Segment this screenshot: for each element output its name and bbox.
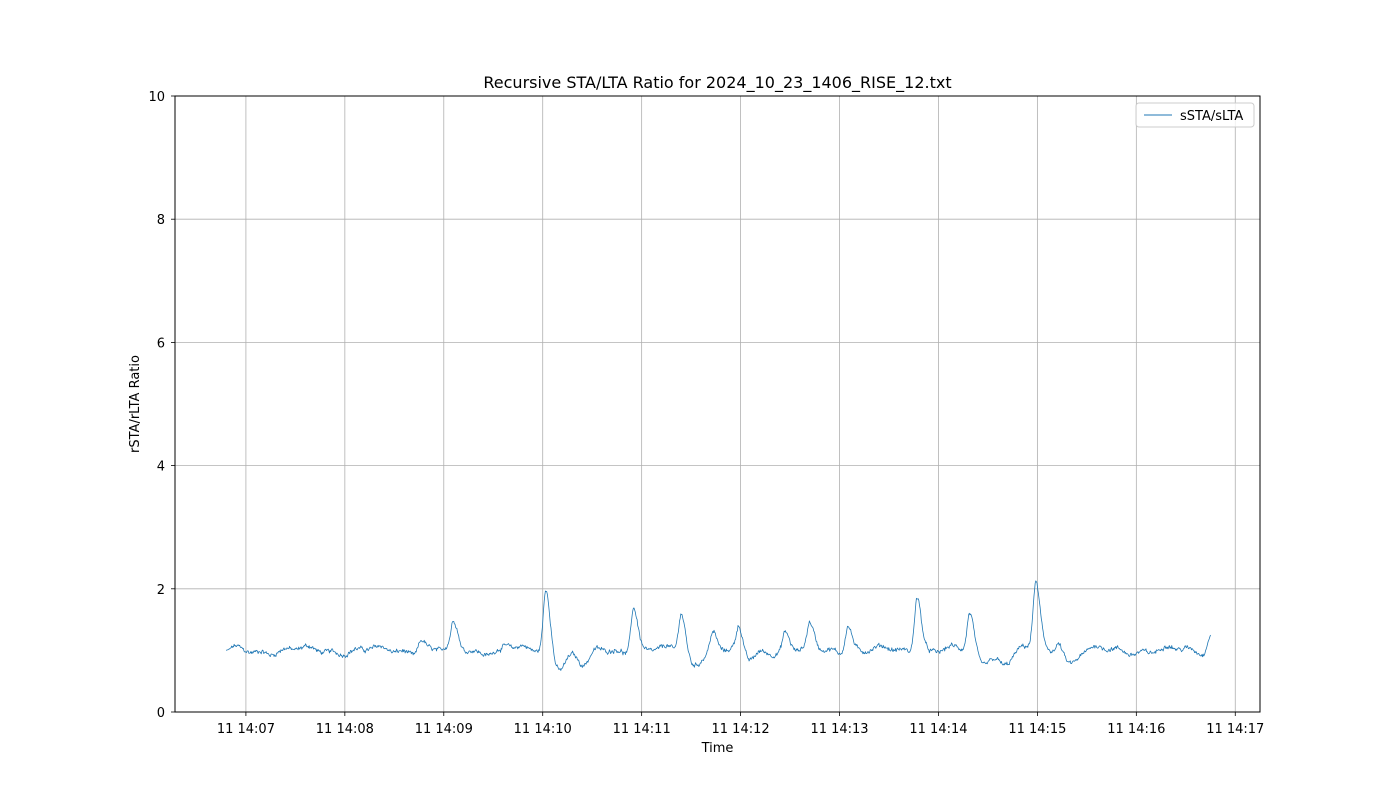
x-tick-label: 11 14:09 [415, 722, 473, 737]
plot-frame [174, 95, 1261, 713]
y-tick-label: 4 [157, 460, 165, 475]
y-tick-label: 10 [148, 90, 165, 105]
chart-title: Recursive STA/LTA Ratio for 2024_10_23_1… [483, 73, 951, 93]
x-tick-label: 11 14:10 [514, 722, 572, 737]
legend-label: sSTA/sLTA [1180, 109, 1243, 124]
y-tick-label: 0 [157, 706, 165, 721]
x-axis-label: Time [701, 741, 734, 756]
grid [175, 95, 1260, 713]
plot-area [175, 96, 1260, 712]
series-line [225, 580, 1211, 671]
legend-box [1135, 102, 1255, 128]
x-tick-label: 11 14:08 [316, 722, 374, 737]
legend: sSTA/sLTA [1135, 102, 1255, 128]
y-tick-label: 8 [157, 213, 165, 228]
x-tick-label: 11 14:16 [1107, 722, 1165, 737]
series-layer [225, 580, 1211, 671]
x-tick-label: 11 14:17 [1206, 722, 1264, 737]
x-tick-label: 11 14:13 [810, 722, 868, 737]
y-tick-label: 6 [157, 336, 165, 351]
x-tick-label: 11 14:15 [1008, 722, 1066, 737]
x-tick-label: 11 14:14 [909, 722, 967, 737]
x-tick-label: 11 14:12 [712, 722, 770, 737]
ticks: 0 2 4 6 8 10 11 14:07 11 14:08 11 14:09 11 14:10 1… [148, 90, 1264, 737]
y-axis-label: rSTA/rLTA Ratio [128, 355, 143, 453]
y-tick-label: 2 [157, 583, 165, 598]
x-tick-label: 11 14:07 [217, 722, 275, 737]
x-tick-label: 11 14:11 [613, 722, 671, 737]
